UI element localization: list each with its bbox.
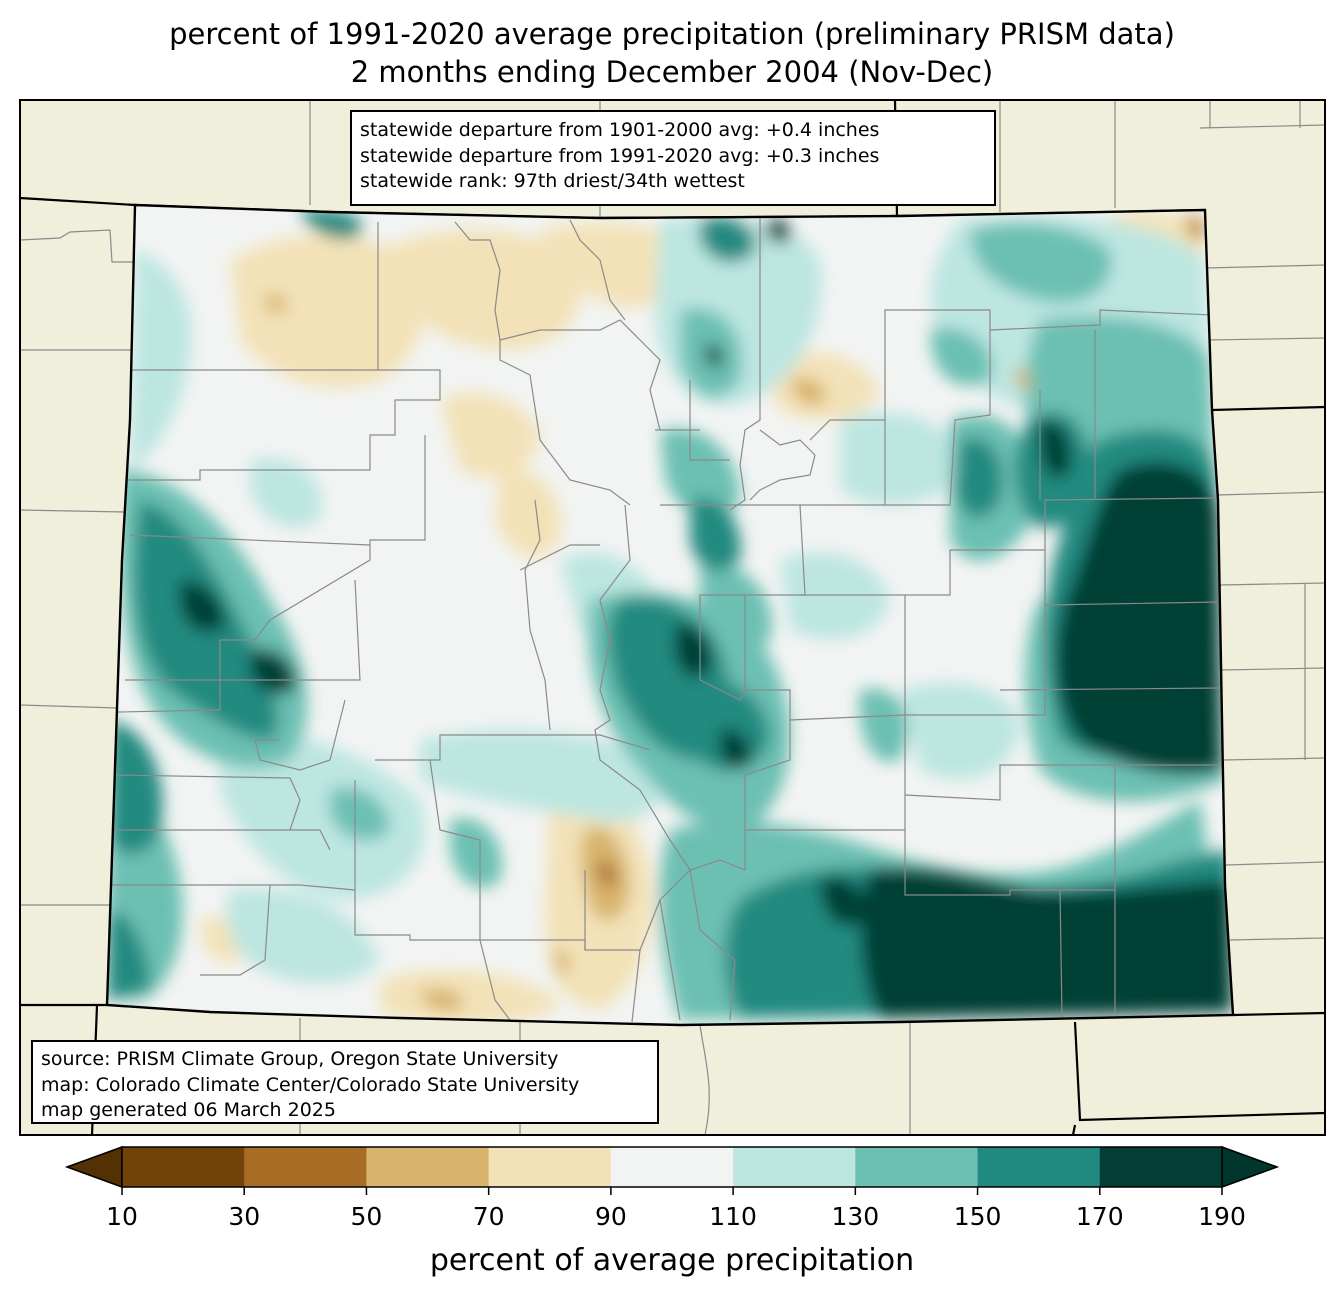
colorbar-bin-130-150: [855, 1147, 979, 1187]
colorbar-label: percent of average precipitation: [429, 1243, 915, 1278]
colorbar-bin-30-50: [244, 1147, 367, 1187]
colorbar-tick-label-110: 110: [709, 1202, 757, 1231]
colorbar-under-triangle: [64, 1145, 123, 1189]
credit-generated: map generated 06 March 2025: [41, 1099, 336, 1121]
colorbar-tick-label-90: 90: [594, 1202, 627, 1231]
colorbar-tick-label-50: 50: [350, 1202, 383, 1231]
colorado-precip-field: [107, 205, 1233, 1025]
colorbar-tick-label-150: 150: [953, 1202, 1002, 1231]
colorbar-tick-label-30: 30: [228, 1202, 261, 1231]
colorbar-tick-label-10: 10: [106, 1202, 138, 1231]
colorbar-bin-110-130: [733, 1147, 856, 1187]
colorbar-outline: [121, 1146, 1223, 1188]
credit-source: source: PRISM Climate Group, Oregon Stat…: [41, 1048, 559, 1070]
colorbar-bin-90-110: [610, 1147, 734, 1187]
colorbar: [64, 1145, 1280, 1195]
title-line-1: percent of 1991-2020 average precipitati…: [169, 17, 1175, 51]
credit-map: map: Colorado Climate Center/Colorado St…: [41, 1073, 580, 1096]
colorbar-over-triangle: [1221, 1145, 1280, 1189]
colorado-border: [105, 203, 1235, 1027]
stat-departure-1901-2000: statewide departure from 1901-2000 avg: …: [360, 119, 880, 141]
stat-rank: statewide rank: 97th driest/34th wettest: [360, 170, 745, 192]
colorbar-bin-70-90: [488, 1147, 612, 1187]
colorbar-tick-label-130: 130: [831, 1202, 880, 1231]
credits-box: source: PRISM Climate Group, Oregon Stat…: [31, 1040, 659, 1124]
colorbar-bin-10-30: [122, 1147, 245, 1187]
stat-departure-1991-2020: statewide departure from 1991-2020 avg: …: [360, 144, 880, 167]
statewide-stats-box: statewide departure from 1901-2000 avg: …: [350, 110, 996, 206]
colorbar-bin-170-190: [1099, 1147, 1223, 1187]
colorbar-bin-150-170: [977, 1147, 1101, 1187]
colorbar-tick-label-170: 170: [1075, 1202, 1124, 1231]
title-line-2: 2 months ending December 2004 (Nov-Dec): [350, 55, 994, 89]
colorbar-tick-label-190: 190: [1198, 1202, 1246, 1231]
map-frame: [19, 99, 1326, 1136]
colorbar-bin-50-70: [366, 1147, 490, 1187]
colorbar-tick-label-70: 70: [472, 1202, 505, 1231]
